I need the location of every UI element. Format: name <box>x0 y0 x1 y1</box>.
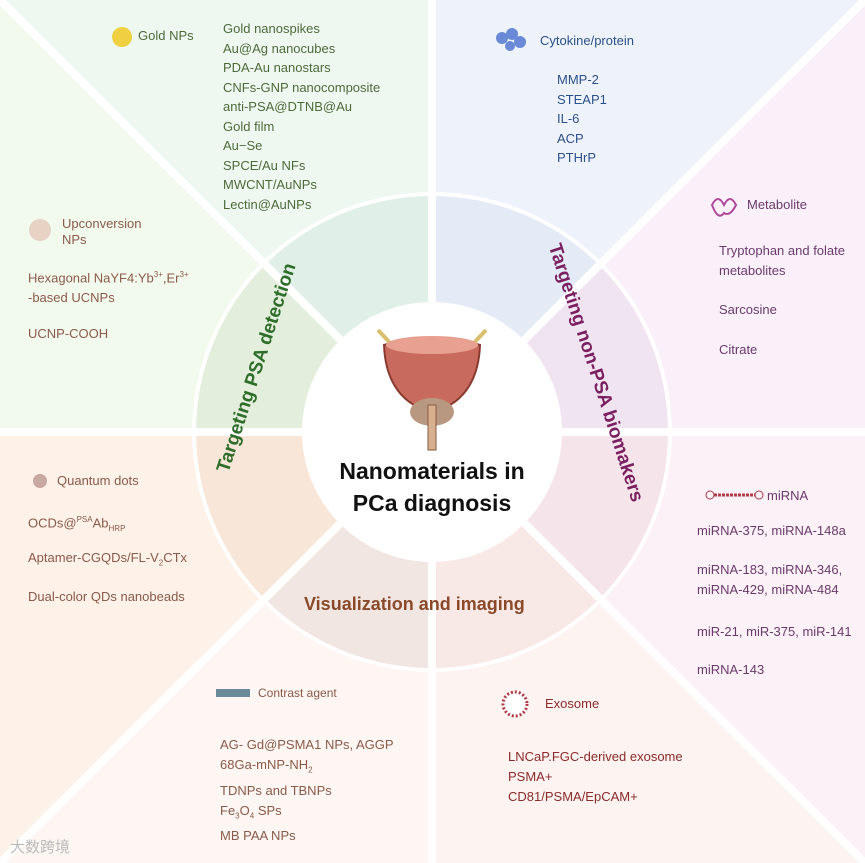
gold-list: Gold nanospikes Au@Ag nanocubes PDA-Au nan… <box>223 21 381 212</box>
cytokine-header: Cytokine/protein <box>540 33 634 48</box>
contrast-list: AG- Gd@PSMA1 NPs, AGGP 68Ga-mNP-NH2 TDNPs … <box>220 737 394 844</box>
mirna-item: miR-21, miR-375, miR-141 <box>697 624 852 639</box>
qd-item: OCDs@PSAAbHRP <box>28 515 126 533</box>
ucnp-header: Upconversion NPs <box>62 216 142 247</box>
contrast-header: Contrast agent <box>258 686 337 700</box>
ucnp-item: Hexagonal NaYF4:Yb3+,Er3+ -based UCNPs <box>28 270 189 305</box>
mirna-item: miRNA-143 <box>697 662 765 677</box>
qd-item: Dual-color QDs nanobeads <box>28 589 185 604</box>
metabolite-item: Sarcosine <box>719 302 777 317</box>
exosome-list: LNCaP.FGC-derived exosome PSMA+ CD81/PSMA/… <box>508 749 683 804</box>
cytokine-list: MMP-2 STEAP1 IL-6 ACP PTHrP <box>557 72 607 165</box>
qd-header: Quantum dots <box>57 473 139 488</box>
ring-label-imaging: Visualization and imaging <box>304 594 525 614</box>
prostate-icon <box>376 328 488 451</box>
center-title: Nanomaterials in PCa diagnosis <box>339 458 525 516</box>
ucnp-item: UCNP-COOH <box>28 326 109 341</box>
exosome-header: Exosome <box>545 696 600 711</box>
gold-nps-header: Gold NPs <box>138 28 194 43</box>
qd-item: Aptamer-CGQDs/FL-V2CTx <box>28 550 188 568</box>
mirna-header: miRNA <box>767 488 809 503</box>
metabolite-item: Citrate <box>719 342 758 357</box>
mirna-item: miRNA-375, miRNA-148a <box>697 523 846 538</box>
metabolite-item: Tryptophan and folate metabolites <box>719 243 845 278</box>
metabolite-header: Metabolite <box>747 197 807 212</box>
mirna-item: miRNA-183, miRNA-346, miRNA-429, miRNA-48… <box>697 562 843 597</box>
watermark: 大数跨境 <box>10 839 71 856</box>
